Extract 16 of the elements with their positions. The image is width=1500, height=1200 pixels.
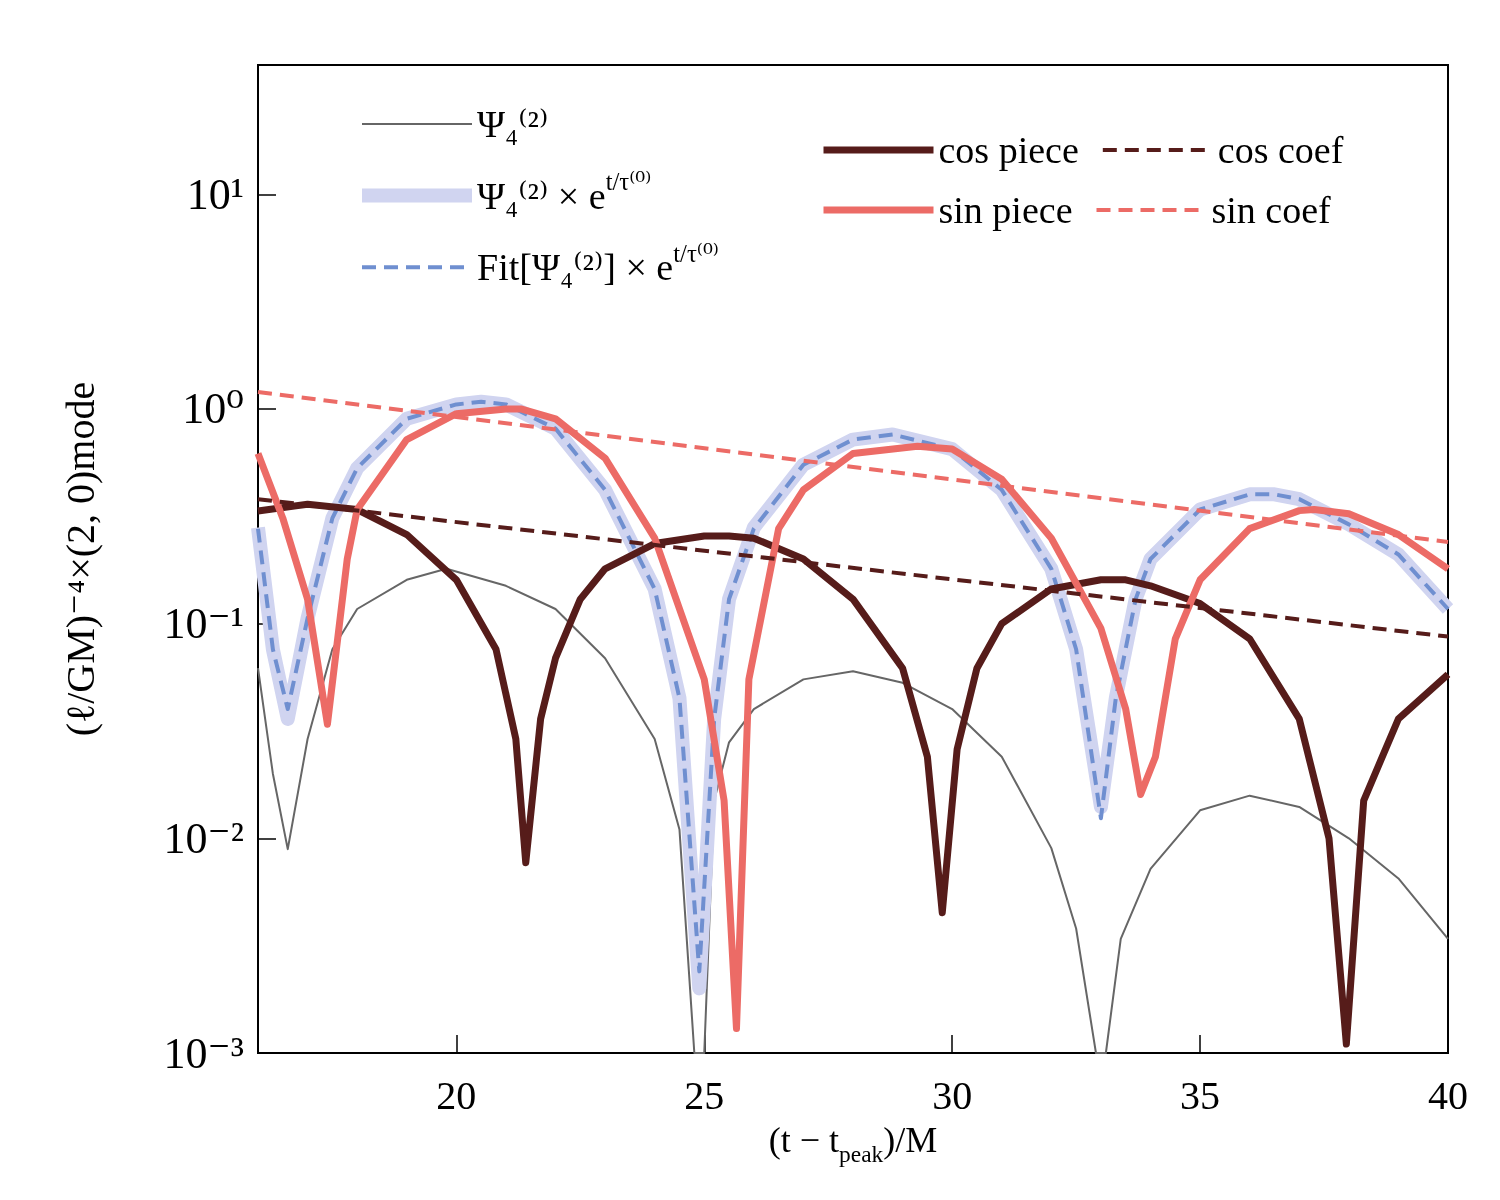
legend-label: sin coef — [1211, 189, 1332, 231]
legend-label: cos piece — [938, 129, 1079, 171]
y-axis-title: (ℓ/GM)⁻⁴×(2, 0)mode — [57, 381, 103, 737]
x-tick-label: 25 — [684, 1072, 725, 1118]
y-tick-label: 10⁻³ — [163, 1028, 244, 1078]
legend-label: sin piece — [938, 189, 1073, 231]
y-tick-label: 10⁻² — [163, 813, 244, 863]
x-tick-label: 35 — [1180, 1072, 1221, 1118]
legend-label: Ψ₄⁽²⁾ — [477, 103, 549, 145]
legend-label: cos coef — [1217, 129, 1344, 171]
y-tick-label: 10¹ — [186, 169, 244, 219]
x-tick-label: 40 — [1428, 1072, 1468, 1118]
x-tick-label: 20 — [436, 1072, 477, 1118]
y-tick-label: 10⁻¹ — [163, 599, 244, 649]
x-tick-label: 30 — [932, 1072, 973, 1118]
y-tick-label: 10⁰ — [182, 384, 244, 434]
